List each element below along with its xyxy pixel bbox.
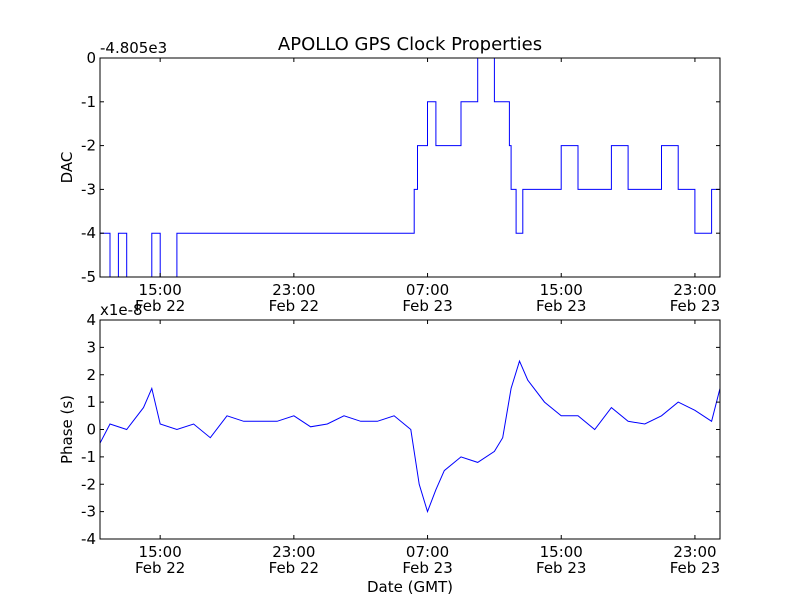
dac-ytick-label: -3: [81, 180, 96, 198]
dac-xtick-time: 15:00: [540, 281, 583, 299]
dac-xtick-time: 15:00: [139, 281, 182, 299]
phase-xtick-time: 15:00: [139, 543, 182, 561]
phase-xlabel: Date (GMT): [367, 578, 453, 596]
dac-ytick-label: -2: [81, 137, 96, 155]
phase-ytick-label: 4: [86, 311, 96, 329]
dac-xtick-time: 23:00: [673, 281, 716, 299]
phase-ytick-label: 0: [86, 421, 96, 439]
dac-xtick-date: Feb 22: [135, 297, 185, 315]
dac-xtick-date: Feb 23: [670, 297, 720, 315]
phase-ytick-label: -1: [81, 448, 96, 466]
phase-ytick-label: -4: [81, 530, 96, 548]
phase-offset-label: x1e-8: [100, 301, 143, 319]
phase-xtick-time: 23:00: [673, 543, 716, 561]
phase-ytick-label: 2: [86, 366, 96, 384]
dac-series-line: [100, 58, 720, 277]
dac-xtick-time: 07:00: [406, 281, 449, 299]
dac-ylabel: DAC: [58, 152, 76, 184]
dac-xtick-date: Feb 23: [402, 297, 452, 315]
phase-xtick-date: Feb 23: [402, 559, 452, 577]
phase-ytick-label: 3: [86, 338, 96, 356]
phase-xtick-date: Feb 23: [670, 559, 720, 577]
phase-axes-frame: [99, 319, 721, 540]
dac-xtick-time: 23:00: [272, 281, 315, 299]
phase-ytick-label: 1: [86, 393, 96, 411]
dac-ytick-label: 0: [86, 49, 96, 67]
dac-xtick-date: Feb 22: [269, 297, 319, 315]
phase-ylabel: Phase (s): [58, 395, 76, 464]
dac-ytick-label: -5: [81, 268, 96, 286]
dac-ytick-label: -1: [81, 93, 96, 111]
phase-xtick-time: 23:00: [272, 543, 315, 561]
phase-xtick-time: 15:00: [540, 543, 583, 561]
phase-xtick-time: 07:00: [406, 543, 449, 561]
phase-xtick-date: Feb 22: [269, 559, 319, 577]
phase-series-line: [100, 359, 720, 514]
phase-xtick-date: Feb 22: [135, 559, 185, 577]
dac-offset-label: -4.805e3: [100, 39, 167, 57]
phase-ytick-label: -3: [81, 503, 96, 521]
dac-axes-frame: [99, 57, 721, 278]
chart-title: APOLLO GPS Clock Properties: [278, 34, 542, 55]
phase-xtick-date: Feb 23: [536, 559, 586, 577]
dac-xtick-date: Feb 23: [536, 297, 586, 315]
dac-ytick-label: -4: [81, 224, 96, 242]
phase-ytick-label: -2: [81, 475, 96, 493]
